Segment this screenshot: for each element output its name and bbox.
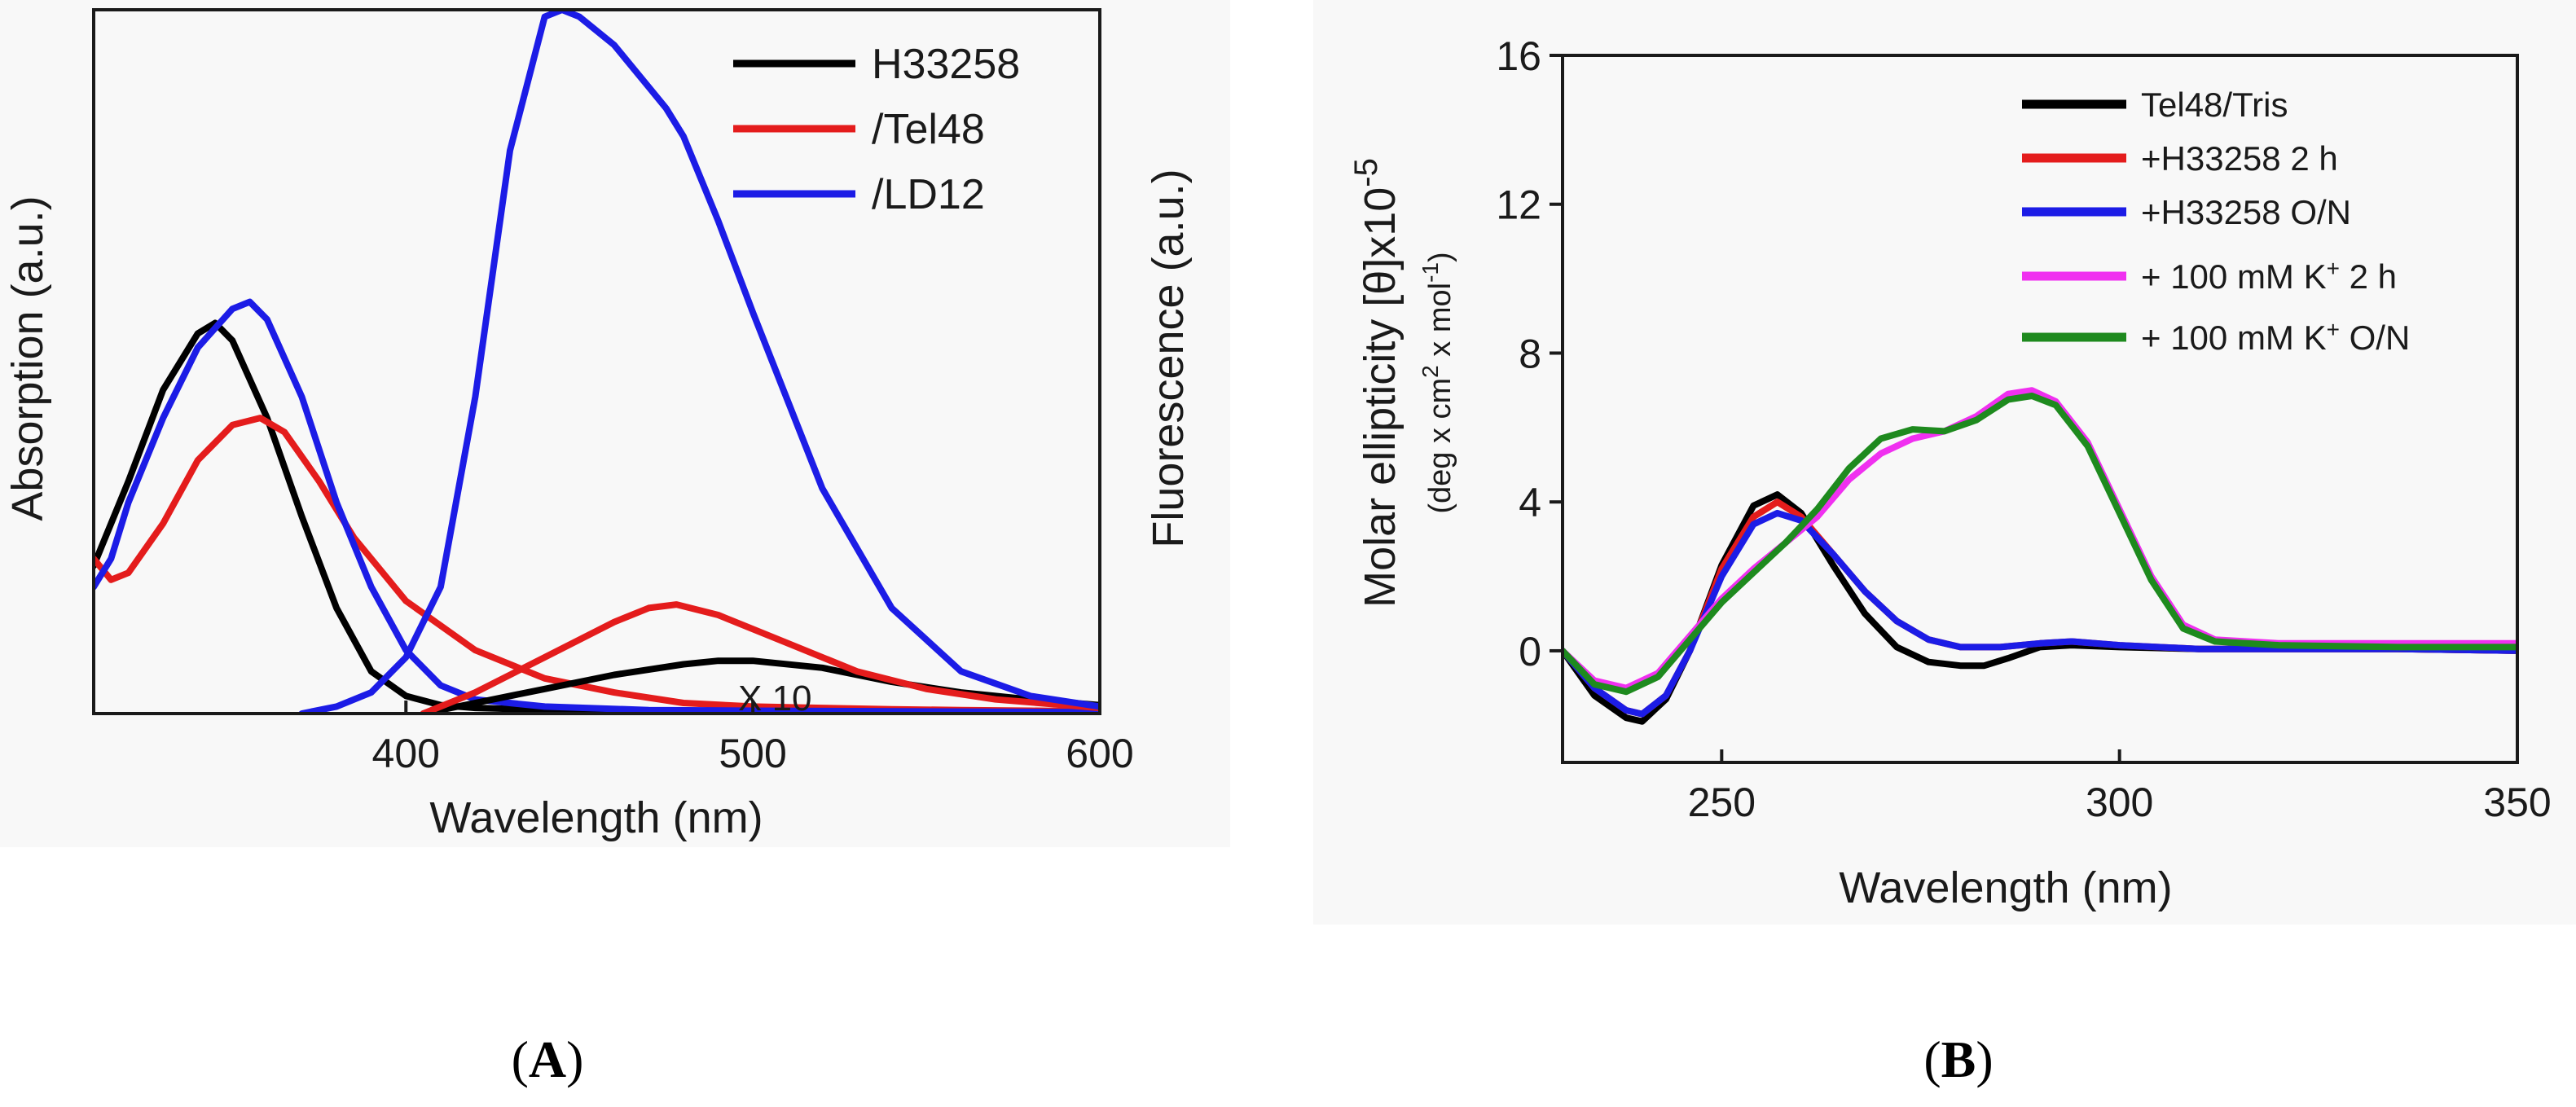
- panel-b-y-axis-title: Molar ellipticity [θ]x10-5: [1348, 158, 1404, 608]
- panel-b-caption-letter: B: [1941, 1030, 1976, 1088]
- panel-a-series-ld12: [94, 298, 1100, 714]
- panel-b-series-100-mm-k-o-n: [1563, 393, 2517, 696]
- panel-b-legend: Tel48/Tris +H33258 2 h +H33258 O/N + 100…: [2022, 86, 2410, 357]
- panel-a-legend-label-h33258: H33258: [872, 41, 1020, 88]
- panel-b-series-h33258-o-n: [1563, 509, 2517, 718]
- panel-b-legend-label-tel48-tris: Tel48/Tris: [2141, 86, 2288, 124]
- panel-b-legend-k-on-main: + 100 mM K: [2141, 318, 2327, 357]
- panel-a-caption-open: (: [512, 1030, 529, 1088]
- panel-b-caption: (B): [1923, 1030, 1993, 1088]
- panel-b-legend-label-h33258-on: +H33258 O/N: [2141, 193, 2351, 231]
- panel-a-x-tick-label-400: 400: [372, 731, 440, 776]
- panel-a-caption-close: ): [566, 1030, 583, 1088]
- panel-b-y-sub-sup2: -1: [1418, 262, 1443, 283]
- panel-b-x-tick-label-350: 350: [2483, 780, 2551, 825]
- panel-b-y-tick-label-12: 12: [1496, 182, 1541, 228]
- panel-b-y-axis-subtitle: (deg x cm2 x mol-1): [1418, 252, 1458, 513]
- panel-a-plot-frame: [92, 8, 1101, 715]
- panel-a-x-ticks: 400 500 600: [372, 701, 1134, 776]
- panel-a-series-tel48-fluorescence: [420, 601, 1100, 714]
- panel-b-legend-label-h33258-2h: +H33258 2 h: [2141, 139, 2338, 178]
- panel-b-caption-close: ): [1976, 1030, 1993, 1088]
- panel-b-y-sub-part3: ): [1423, 252, 1457, 262]
- panel-b-series-group: [1563, 387, 2517, 725]
- panel-b-legend-k-2h-main: + 100 mM K: [2141, 257, 2327, 296]
- panel-a-right-y-axis-title: Fluorescence (a.u.): [1144, 169, 1193, 547]
- panel-b-x-axis-title: Wavelength (nm): [1839, 863, 2172, 912]
- panel-b-y-sub-part1: (deg x cm: [1423, 378, 1457, 514]
- panel-a-legend: H33258 /Tel48 /LD12: [733, 41, 1020, 218]
- panel-b-plot-frame: [1561, 54, 2519, 764]
- panel-a-x-tick-label-500: 500: [719, 731, 786, 776]
- panel-a-series-ld12-fluorescence: [298, 10, 1100, 714]
- panel-a-caption-letter: A: [529, 1030, 566, 1088]
- panel-b-y-axis-title-main: Molar ellipticity [θ]x10: [1356, 187, 1404, 608]
- panel-b-x-tick-label-250: 250: [1688, 780, 1756, 825]
- panel-a-left-y-axis-title: Absorption (a.u.): [3, 195, 52, 521]
- panel-a-x10-annotation: X 10: [738, 679, 812, 718]
- panel-a-background: [0, 0, 1230, 847]
- panel-a-x-axis-title: Wavelength (nm): [429, 793, 763, 842]
- panel-b-y-sub-part2: x mol: [1423, 283, 1457, 365]
- panel-b-y-tick-label-16: 16: [1496, 33, 1541, 79]
- panel-a-chart: 400 500 600 Wavelength (nm) Absorption (a.…: [0, 0, 1230, 1088]
- panel-a-x-tick-label-600: 600: [1066, 731, 1133, 776]
- panel-a-legend-label-tel48: /Tel48: [872, 106, 985, 153]
- panel-b-y-tick-label-8: 8: [1519, 331, 1541, 376]
- panel-b-legend-k-2h-end: 2 h: [2340, 257, 2397, 296]
- panel-a-series-group: [94, 10, 1100, 714]
- panel-b-legend-k-on-sup: +: [2327, 317, 2340, 342]
- panel-b-caption-open: (: [1923, 1030, 1941, 1088]
- panel-b-y-ticks: 0 4 8 12 16: [1496, 33, 1563, 674]
- panel-a-caption: (A): [512, 1030, 584, 1088]
- panel-b-legend-k-on-end: O/N: [2340, 318, 2410, 357]
- panel-b-x-tick-label-300: 300: [2086, 780, 2153, 825]
- panel-b-y-tick-label-4: 4: [1519, 480, 1541, 525]
- panel-b-y-axis-title-exponent: -5: [1348, 158, 1384, 187]
- panel-b-chart: 250 300 350 0 4 8 12 16 Wavelength (nm) Molar …: [1313, 0, 2576, 1088]
- panel-b-legend-label-k-2h: + 100 mM K+ 2 h: [2141, 256, 2397, 297]
- panel-b-y-sub-sup1: 2: [1418, 365, 1443, 378]
- panel-b-background: [1313, 0, 2576, 925]
- panel-b-x-ticks: 250 300 350: [1688, 749, 2552, 825]
- panel-a-legend-label-ld12: /LD12: [872, 171, 985, 218]
- panel-b-legend-label-k-on: + 100 mM K+ O/N: [2141, 317, 2410, 358]
- panel-b-y-tick-label-0: 0: [1519, 629, 1541, 674]
- panel-b-legend-k-2h-sup: +: [2327, 256, 2340, 281]
